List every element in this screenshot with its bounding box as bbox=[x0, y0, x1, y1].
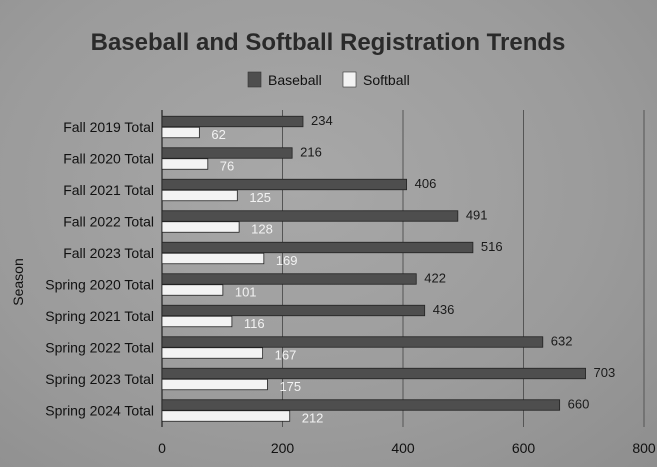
bar-baseball bbox=[161, 241, 474, 254]
data-label-baseball: 703 bbox=[594, 365, 616, 380]
legend-label-baseball: Baseball bbox=[268, 72, 322, 88]
bar-baseball bbox=[161, 304, 426, 317]
data-label-baseball: 632 bbox=[551, 333, 573, 348]
bar-softball bbox=[161, 315, 233, 328]
category-label: Fall 2019 Total bbox=[63, 119, 154, 135]
bar-baseball bbox=[161, 273, 417, 285]
bar-softball bbox=[161, 221, 240, 233]
category-label: Spring 2024 Total bbox=[45, 403, 154, 419]
bar-baseball bbox=[161, 147, 293, 159]
legend-swatch-softball bbox=[342, 71, 357, 88]
category-label: Spring 2023 Total bbox=[45, 371, 154, 387]
data-label-baseball: 422 bbox=[424, 270, 446, 285]
data-label-baseball: 216 bbox=[300, 144, 322, 159]
data-label-softball: 101 bbox=[235, 284, 257, 299]
category-label: Fall 2022 Total bbox=[63, 214, 154, 230]
x-tick-label-200: 200 bbox=[271, 440, 295, 456]
bar-softball bbox=[161, 252, 265, 265]
data-label-baseball: 660 bbox=[568, 396, 590, 411]
bar-softball bbox=[161, 410, 291, 422]
category-label: Spring 2020 Total bbox=[45, 277, 154, 293]
bar-softball bbox=[161, 284, 224, 296]
x-tick-label-400: 400 bbox=[391, 440, 415, 456]
x-tick-label-600: 600 bbox=[512, 440, 536, 456]
data-label-softball: 125 bbox=[249, 190, 271, 205]
category-label: Fall 2023 Total bbox=[63, 245, 154, 261]
data-label-baseball: 516 bbox=[481, 239, 503, 254]
data-label-softball: 212 bbox=[302, 410, 324, 425]
x-tick-label-800: 800 bbox=[632, 440, 656, 456]
data-label-baseball: 436 bbox=[433, 302, 455, 317]
bar-softball bbox=[161, 126, 200, 139]
bar-baseball bbox=[161, 178, 408, 191]
category-label: Fall 2020 Total bbox=[63, 151, 154, 167]
chart-title: Baseball and Softball Registration Trend… bbox=[91, 29, 566, 56]
data-label-baseball: 491 bbox=[466, 207, 488, 222]
data-label-softball: 167 bbox=[275, 347, 297, 362]
bar-baseball bbox=[161, 210, 459, 222]
legend-label-softball: Softball bbox=[363, 72, 410, 88]
y-axis-label: Season bbox=[10, 258, 26, 305]
data-label-softball: 116 bbox=[244, 316, 265, 331]
bar-softball bbox=[161, 189, 238, 202]
data-label-softball: 175 bbox=[279, 379, 301, 394]
bar-baseball bbox=[161, 115, 304, 128]
data-label-baseball: 234 bbox=[311, 113, 333, 128]
bar-softball bbox=[161, 347, 264, 359]
legend-swatch-baseball bbox=[247, 71, 262, 88]
category-label: Spring 2021 Total bbox=[45, 308, 154, 324]
data-label-softball: 128 bbox=[251, 221, 273, 236]
category-label: Spring 2022 Total bbox=[45, 340, 154, 356]
bar-baseball bbox=[161, 399, 561, 411]
bar-baseball bbox=[161, 367, 586, 380]
x-tick-label-0: 0 bbox=[158, 440, 166, 456]
category-label: Fall 2021 Total bbox=[63, 182, 154, 198]
data-label-baseball: 406 bbox=[415, 176, 437, 191]
data-label-softball: 76 bbox=[220, 158, 234, 173]
data-label-softball: 62 bbox=[211, 127, 225, 142]
bar-softball bbox=[161, 158, 209, 170]
bar-softball bbox=[161, 378, 268, 391]
bar-baseball bbox=[161, 336, 544, 348]
data-label-softball: 169 bbox=[276, 253, 298, 268]
